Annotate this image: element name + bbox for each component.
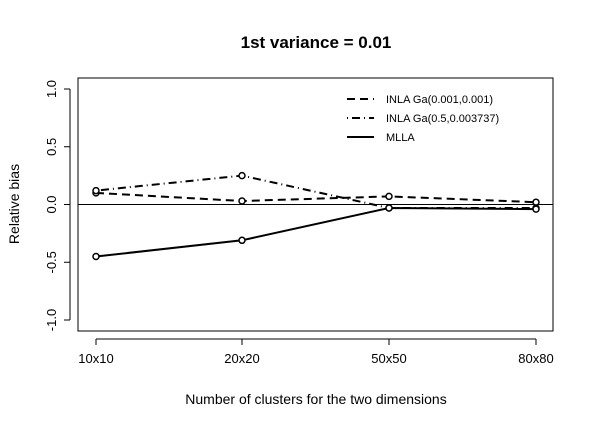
y-tick-label: 0.5 xyxy=(44,138,59,156)
data-point-s1-20x20 xyxy=(238,197,246,205)
y-axis-label: Relative bias xyxy=(6,164,22,244)
chart-title: 1st variance = 0.01 xyxy=(241,33,392,52)
legend-label-3: MLLA xyxy=(386,132,415,144)
y-axis: -1.0 -0.5 0.0 0.5 1.0 xyxy=(44,80,71,331)
y-tick-label: 1.0 xyxy=(44,80,59,98)
series-line-1 xyxy=(95,191,537,204)
x-axis-label: Number of clusters for the two dimension… xyxy=(185,391,446,407)
x-axis: 10x10 20x20 50x50 80x80 xyxy=(78,338,554,366)
legend: INLA Ga(0.001,0.001) INLA Ga(0.5,0.003737… xyxy=(347,94,499,144)
data-point-s3-80x80 xyxy=(532,205,540,213)
y-tick-label: 0.0 xyxy=(44,195,59,213)
data-point-s3-10x10 xyxy=(92,252,100,261)
x-tick-label: 10x10 xyxy=(78,351,113,366)
series-line-2 xyxy=(95,174,536,209)
x-tick-label: 20x20 xyxy=(224,351,259,366)
data-point-s1-50x50 xyxy=(385,192,393,201)
y-tick-label: -1.0 xyxy=(44,309,59,331)
data-point-s3-50x50 xyxy=(385,204,393,212)
data-point-s3-20x20 xyxy=(238,236,246,245)
x-tick-label: 80x80 xyxy=(518,351,553,366)
series-line-3 xyxy=(95,206,537,258)
legend-label-2: INLA Ga(0.5,0.003737) xyxy=(386,113,499,125)
data-point-s2-10x10 xyxy=(92,186,100,195)
x-tick-label: 50x50 xyxy=(371,351,406,366)
y-tick-label: -0.5 xyxy=(44,251,59,273)
data-point-s2-20x20 xyxy=(238,171,246,180)
plot-marks xyxy=(78,171,553,261)
legend-label-1: INLA Ga(0.001,0.001) xyxy=(386,94,493,106)
